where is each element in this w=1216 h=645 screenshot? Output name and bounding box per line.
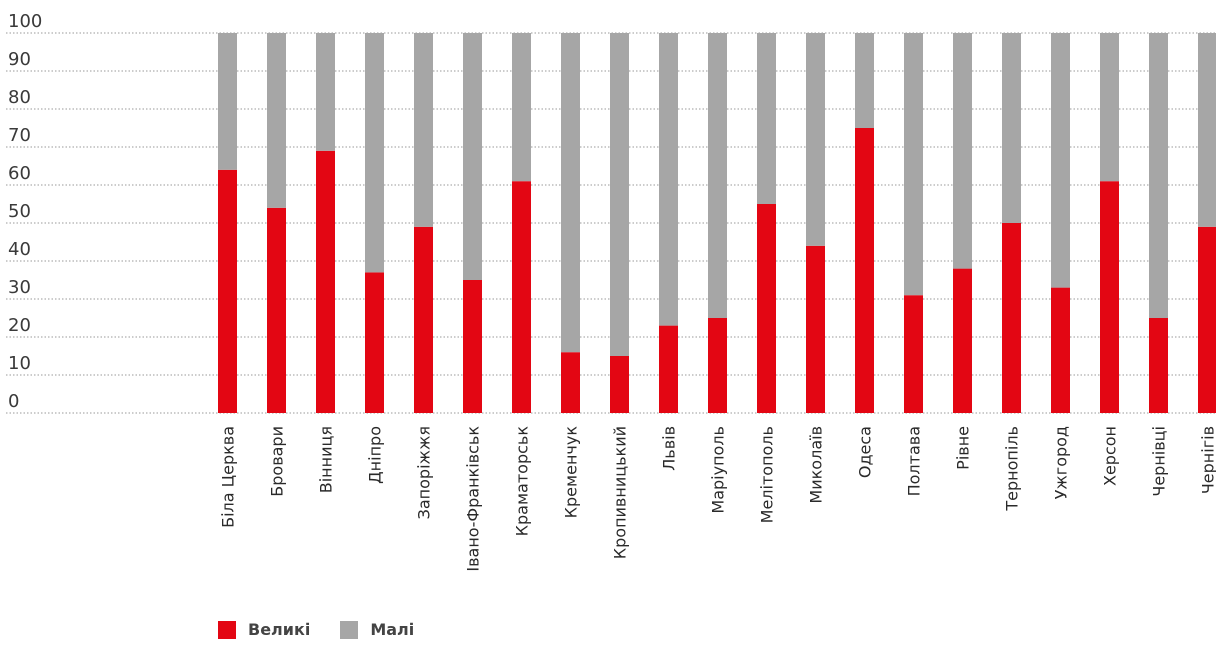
- bar-segment-large: [512, 181, 531, 413]
- x-category-label: Запоріжжя: [415, 426, 434, 519]
- bar-segment-small: [316, 33, 335, 151]
- x-category-label: Ужгород: [1052, 426, 1071, 499]
- bar-segment-large: [659, 325, 678, 413]
- bar-segment-small: [659, 33, 678, 326]
- bar-segment-large: [855, 128, 874, 413]
- x-category-label: Полтава: [905, 426, 924, 496]
- bar-segment-small: [1100, 33, 1119, 182]
- bar-segment-small: [365, 33, 384, 273]
- y-tick-label: 0: [8, 391, 19, 412]
- bar-segment-small: [512, 33, 531, 182]
- legend: Великі Малі: [218, 620, 414, 639]
- bar-segment-large: [806, 245, 825, 413]
- x-category-label: Чернігів: [1199, 426, 1216, 494]
- x-category-label: Одеса: [856, 426, 875, 478]
- bar-segment-small: [561, 33, 580, 353]
- bar-segment-small: [414, 33, 433, 227]
- x-category-label: Івано-Франківськ: [464, 426, 483, 572]
- x-category-label: Херсон: [1101, 426, 1120, 486]
- legend-swatch-small: [340, 620, 359, 639]
- bar-segment-small: [855, 33, 874, 128]
- bar-segment-small: [267, 33, 286, 208]
- x-category-label: Біла Церква: [219, 426, 238, 528]
- x-category-label: Маріуполь: [709, 426, 728, 514]
- y-tick-label: 30: [8, 277, 31, 298]
- bar-segment-large: [414, 226, 433, 413]
- x-category-label: Мелітополь: [758, 426, 777, 523]
- bar-segment-large: [904, 295, 923, 413]
- y-tick-label: 40: [8, 239, 31, 260]
- bar-segment-small: [218, 33, 237, 170]
- bar-segment-large: [1149, 318, 1168, 413]
- y-tick-label: 50: [8, 201, 31, 222]
- bar-segment-large: [1051, 287, 1070, 413]
- y-tick-label: 70: [8, 125, 31, 146]
- bar-segment-small: [806, 33, 825, 246]
- bar-segment-small: [610, 33, 629, 356]
- y-tick-label: 60: [8, 163, 31, 184]
- y-tick-label: 90: [8, 49, 31, 70]
- legend-label-small: Малі: [370, 620, 415, 639]
- legend-item-small: Малі: [340, 620, 414, 639]
- x-category-label: Кременчук: [562, 426, 581, 519]
- bar-segment-small: [1051, 33, 1070, 288]
- bar-segment-large: [708, 318, 727, 413]
- bar-segment-large: [267, 207, 286, 413]
- bar-segment-small: [953, 33, 972, 269]
- bar-segment-large: [316, 150, 335, 414]
- bar-segment-large: [1002, 223, 1021, 413]
- x-category-label: Вінниця: [317, 426, 336, 493]
- bar-segment-small: [708, 33, 727, 318]
- y-tick-label: 80: [8, 87, 31, 108]
- bar-segment-large: [1198, 226, 1216, 413]
- x-category-label: Краматорськ: [513, 426, 532, 537]
- bar-segment-small: [1149, 33, 1168, 318]
- x-category-label: Миколаїв: [807, 426, 826, 504]
- bar-segment-large: [561, 352, 580, 413]
- y-tick-label: 20: [8, 315, 31, 336]
- bar-segment-large: [757, 204, 776, 413]
- x-axis-category-labels: Біла Церква Бровари Вінниця Дніпро Запоріжжя…: [219, 426, 1216, 572]
- x-category-label: Кропивницький: [611, 426, 630, 559]
- legend-item-large: Великі: [218, 620, 310, 639]
- x-category-label: Бровари: [268, 426, 287, 497]
- legend-swatch-large: [218, 620, 236, 639]
- x-category-label: Чернівці: [1150, 426, 1169, 497]
- stacked-bar-chart: 0 10 20 30 40 50 60 70 80 90 100 Біла Церква Бровар…: [6, 11, 1216, 572]
- bar-segment-large: [218, 169, 237, 413]
- bar-segment-large: [463, 280, 482, 413]
- bar-segment-large: [1100, 181, 1119, 413]
- bar-segment-large: [610, 356, 629, 413]
- bar-segment-large: [953, 268, 972, 413]
- bar-segment-small: [463, 33, 482, 280]
- bar-segment-small: [757, 33, 776, 204]
- y-tick-label: 100: [8, 11, 42, 32]
- y-tick-label: 10: [8, 353, 31, 374]
- bar-segment-large: [365, 272, 384, 413]
- bar-segment-small: [1198, 33, 1216, 227]
- x-category-label: Рівне: [954, 426, 973, 470]
- bar-segment-small: [904, 33, 923, 296]
- bars: [218, 33, 1216, 414]
- x-category-label: Львів: [660, 426, 679, 471]
- y-axis-tick-labels: 0 10 20 30 40 50 60 70 80 90 100: [8, 11, 42, 412]
- bar-segment-small: [1002, 33, 1021, 223]
- x-category-label: Дніпро: [366, 426, 385, 484]
- legend-label-large: Великі: [248, 620, 311, 639]
- x-category-label: Тернопіль: [1003, 426, 1022, 512]
